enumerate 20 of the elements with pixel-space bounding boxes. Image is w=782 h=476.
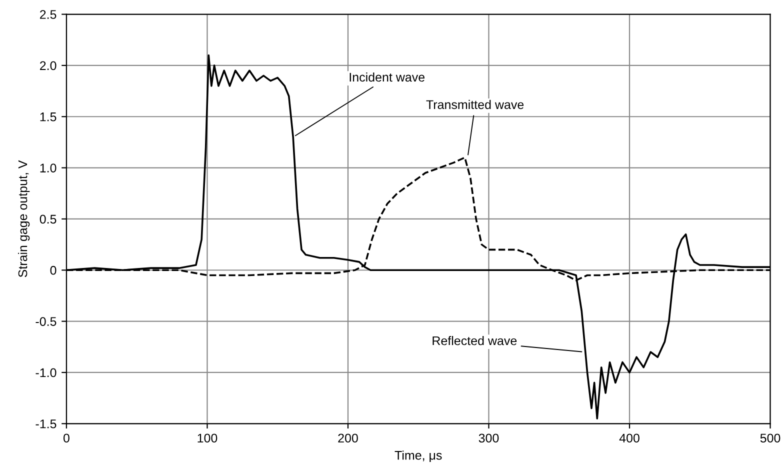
y-tick-label: 2.5	[40, 10, 56, 19]
x-tick-label: 100	[198, 434, 218, 443]
annotation: Incident wave	[350, 72, 425, 82]
y-tick-label: 2.0	[40, 61, 56, 70]
x-tick-label: 500	[760, 434, 780, 443]
y-tick-label: 0	[50, 266, 56, 275]
x-tick-label: 0	[63, 434, 70, 443]
x-tick-label: 400	[619, 434, 640, 443]
y-tick-label: 0.5	[40, 214, 56, 224]
y-tick-label: -1.5	[36, 420, 56, 428]
y-tick-label: -0.5	[36, 317, 56, 326]
x-axis-title: Time, μs	[394, 450, 442, 462]
annotation: Transmitted wave	[426, 100, 524, 110]
y-tick-label: 1.0	[40, 164, 56, 172]
annotation: Reflected wave	[432, 336, 517, 346]
x-tick-label: 200	[338, 434, 358, 443]
y-tick-label: 1.5	[40, 112, 56, 122]
x-tick-label: 300	[478, 434, 499, 443]
y-tick-label: -1.0	[36, 368, 56, 378]
y-axis-title: Strain gage output, V	[18, 160, 30, 278]
